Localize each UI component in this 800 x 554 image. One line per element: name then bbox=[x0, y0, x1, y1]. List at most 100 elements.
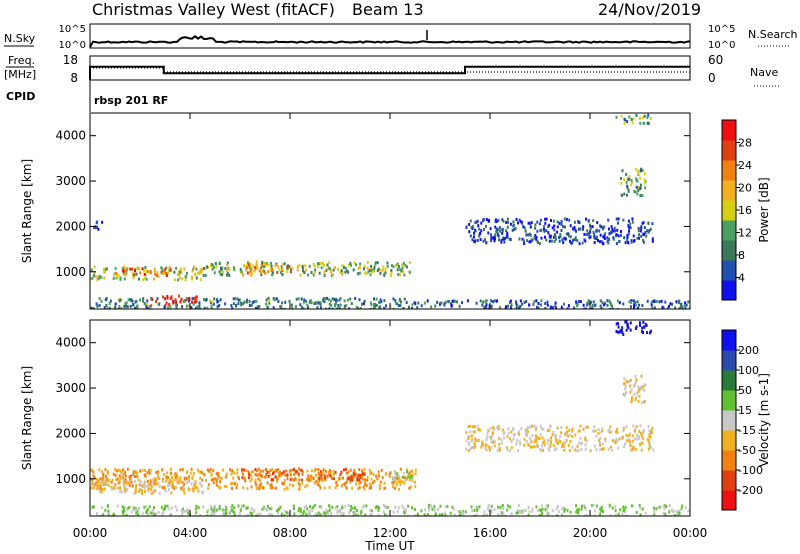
data-cell bbox=[338, 477, 341, 480]
data-cell bbox=[369, 472, 372, 476]
data-cell bbox=[573, 226, 576, 229]
data-cell bbox=[154, 477, 157, 481]
data-cell bbox=[430, 504, 433, 508]
data-cell bbox=[166, 504, 169, 508]
data-cell bbox=[378, 300, 381, 304]
data-cell bbox=[650, 446, 652, 450]
data-cell bbox=[406, 470, 409, 474]
data-cell bbox=[641, 116, 644, 120]
data-cell bbox=[131, 267, 133, 271]
data-cell bbox=[268, 483, 271, 487]
data-cell bbox=[301, 470, 304, 474]
data-cell bbox=[126, 487, 129, 491]
data-cell bbox=[501, 231, 504, 235]
data-cell bbox=[187, 479, 190, 483]
data-cell bbox=[105, 267, 107, 271]
data-cell bbox=[378, 506, 380, 510]
data-cell bbox=[119, 489, 122, 493]
data-cell bbox=[487, 503, 490, 507]
data-cell bbox=[181, 488, 184, 492]
data-cell bbox=[490, 504, 493, 508]
data-cell bbox=[619, 233, 622, 237]
data-cell bbox=[515, 442, 518, 446]
data-cell bbox=[162, 271, 165, 275]
data-cell bbox=[506, 231, 509, 235]
data-cell bbox=[578, 227, 580, 231]
data-cell bbox=[150, 480, 153, 484]
data-cell bbox=[170, 295, 173, 299]
data-cell bbox=[645, 234, 648, 238]
data-cell bbox=[535, 236, 538, 239]
data-cell bbox=[110, 487, 113, 491]
data-cell bbox=[540, 427, 543, 431]
data-cell bbox=[239, 268, 242, 271]
data-cell bbox=[624, 381, 627, 385]
data-cell bbox=[234, 482, 236, 485]
y-tick-label: 4000 bbox=[55, 129, 86, 143]
data-cell bbox=[500, 238, 503, 242]
data-region bbox=[241, 467, 366, 482]
data-cell bbox=[616, 228, 619, 232]
data-cell bbox=[167, 488, 170, 492]
data-cell bbox=[231, 481, 234, 485]
data-cell bbox=[111, 478, 114, 482]
data-cell bbox=[236, 297, 239, 301]
data-cell bbox=[617, 325, 620, 329]
data-cell bbox=[529, 425, 532, 429]
data-cell bbox=[619, 508, 622, 512]
data-cell bbox=[350, 475, 353, 479]
data-cell bbox=[130, 480, 133, 484]
data-cell bbox=[545, 238, 548, 242]
data-cell bbox=[253, 300, 256, 304]
data-cell bbox=[195, 295, 198, 299]
data-cell bbox=[302, 511, 305, 515]
data-cell bbox=[530, 238, 533, 242]
data-cell bbox=[392, 482, 395, 486]
data-cell bbox=[200, 267, 203, 271]
data-cell bbox=[196, 486, 199, 490]
data-cell bbox=[640, 434, 643, 438]
data-cell bbox=[299, 273, 302, 277]
data-cell bbox=[648, 229, 651, 233]
data-cell bbox=[628, 229, 630, 233]
data-cell bbox=[117, 307, 120, 309]
colorbar-tick-label: -100 bbox=[738, 464, 763, 477]
data-cell bbox=[342, 512, 345, 515]
data-cell bbox=[567, 434, 569, 438]
data-cell bbox=[139, 469, 142, 473]
data-cell bbox=[152, 491, 155, 495]
freq-label: Freq. bbox=[8, 54, 35, 67]
colorbar-segment bbox=[722, 330, 736, 351]
data-cell bbox=[634, 327, 637, 330]
data-cell bbox=[162, 508, 165, 511]
data-cell bbox=[616, 430, 619, 434]
data-cell bbox=[517, 503, 520, 507]
data-cell bbox=[630, 299, 633, 303]
data-cell bbox=[395, 478, 397, 482]
data-cell bbox=[672, 509, 675, 513]
data-cell bbox=[479, 428, 481, 432]
data-cell bbox=[316, 306, 319, 309]
data-cell bbox=[423, 301, 426, 305]
data-cell bbox=[530, 221, 533, 225]
data-cell bbox=[573, 307, 576, 309]
data-cell bbox=[506, 225, 509, 229]
data-cell bbox=[521, 237, 524, 241]
data-cell bbox=[259, 270, 262, 274]
data-cell bbox=[487, 307, 490, 309]
data-cell bbox=[510, 512, 513, 516]
data-cell bbox=[339, 303, 342, 307]
data-cell bbox=[240, 301, 243, 305]
data-cell bbox=[215, 480, 218, 484]
data-cell bbox=[147, 514, 149, 516]
data-cell bbox=[471, 425, 474, 429]
data-cell bbox=[166, 471, 169, 475]
data-cell bbox=[163, 305, 166, 309]
data-cell bbox=[642, 238, 645, 242]
data-cell bbox=[362, 505, 364, 509]
data-cell bbox=[488, 448, 491, 452]
data-cell bbox=[397, 506, 400, 510]
data-cell bbox=[364, 271, 367, 275]
data-cell bbox=[409, 475, 412, 479]
data-cell bbox=[640, 225, 643, 229]
